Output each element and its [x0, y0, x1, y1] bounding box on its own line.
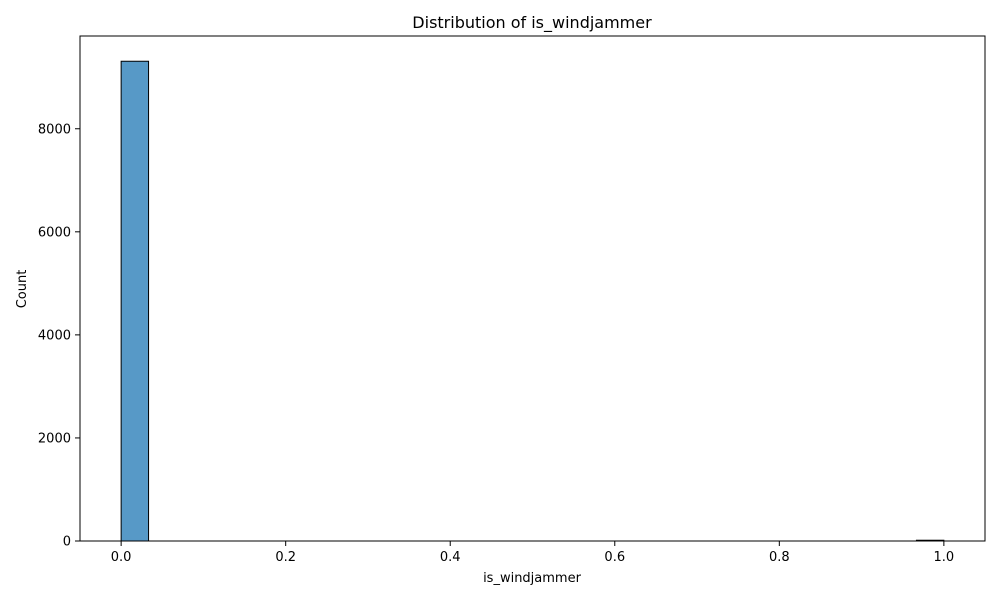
y-tick-label: 0 [63, 535, 71, 550]
plot-frame [79, 35, 986, 542]
x-tick-label: 1.0 [934, 550, 955, 565]
x-tick-label: 0.6 [604, 550, 625, 565]
y-tick-label: 6000 [38, 225, 71, 240]
plot-area: 0.0 0.2 0.4 0.6 0.8 1.0 0 2000 4000 6000 8000 [38, 35, 986, 565]
y-tick-label: 8000 [38, 122, 71, 137]
x-tick-label: 0.2 [275, 550, 296, 565]
x-tick-label: 0.4 [440, 550, 461, 565]
chart-title: Distribution of is_windjammer [412, 13, 652, 33]
y-axis-label: Count [15, 270, 30, 309]
y-tick-label: 2000 [38, 431, 71, 446]
y-tick-label: 4000 [38, 328, 71, 343]
histogram-bar [120, 60, 150, 542]
x-axis-label: is_windjammer [483, 571, 582, 586]
x-tick-label: 0.0 [111, 550, 132, 565]
x-tick-label: 0.8 [769, 550, 790, 565]
